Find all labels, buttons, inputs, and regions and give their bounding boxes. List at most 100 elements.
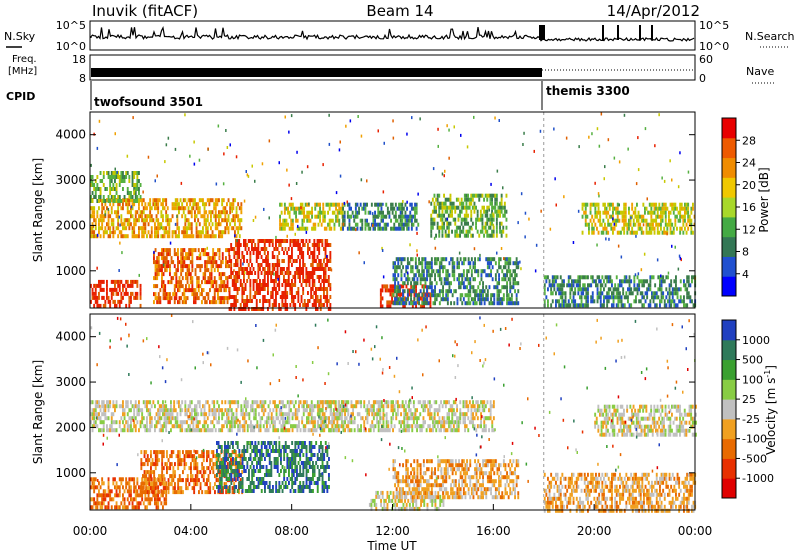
scatter-cell <box>96 267 98 270</box>
data-cell <box>653 299 655 303</box>
data-cell <box>680 279 682 283</box>
data-cell <box>328 279 330 283</box>
data-cell <box>201 292 203 296</box>
scatter-cell <box>132 116 134 119</box>
data-cell <box>178 202 180 206</box>
data-cell <box>132 284 134 288</box>
data-cell <box>144 202 146 206</box>
nsky-tick-bottom: 10^0 <box>56 40 86 53</box>
scatter-cell <box>416 249 418 252</box>
data-cell <box>163 454 165 458</box>
data-cell <box>631 227 633 231</box>
data-cell <box>284 211 286 215</box>
data-cell <box>658 231 660 235</box>
data-cell <box>167 206 169 210</box>
data-cell <box>319 219 321 223</box>
data-cell <box>168 230 170 234</box>
data-cell <box>241 295 243 299</box>
data-cell <box>220 214 222 218</box>
scatter-cell <box>566 137 568 140</box>
data-cell <box>425 293 427 297</box>
data-cell <box>239 234 241 238</box>
data-cell <box>350 207 352 211</box>
data-cell <box>223 272 225 276</box>
data-cell <box>468 269 470 273</box>
data-cell <box>196 462 198 466</box>
data-cell <box>396 293 398 297</box>
data-cell <box>467 194 469 198</box>
scatter-cell <box>637 136 639 139</box>
data-cell <box>458 265 460 269</box>
data-cell <box>249 255 251 259</box>
data-cell <box>251 243 253 247</box>
data-cell <box>297 239 299 243</box>
data-cell <box>677 295 679 299</box>
data-cell <box>496 218 498 222</box>
data-cell <box>103 501 105 505</box>
data-cell <box>617 215 619 219</box>
data-cell <box>204 214 206 218</box>
data-cell <box>245 283 247 287</box>
data-cell <box>442 289 444 293</box>
data-cell <box>587 303 589 307</box>
data-cell <box>163 272 165 276</box>
nsky-tick-top: 10^5 <box>56 19 86 32</box>
data-cell <box>405 301 407 305</box>
data-cell <box>441 281 443 285</box>
data-cell <box>212 466 214 470</box>
data-cell <box>144 222 146 226</box>
data-cell <box>214 268 216 272</box>
data-cell <box>127 505 129 509</box>
data-cell <box>205 210 207 214</box>
data-cell <box>681 203 683 207</box>
data-cell <box>438 234 440 238</box>
data-cell <box>617 287 619 291</box>
data-cell <box>179 454 181 458</box>
data-cell <box>216 226 218 230</box>
data-cell <box>456 230 458 234</box>
data-cell <box>691 299 693 303</box>
data-cell <box>508 265 510 269</box>
data-cell <box>232 457 234 461</box>
cpid-label: CPID <box>6 90 35 103</box>
data-cell <box>127 206 129 210</box>
data-cell <box>145 474 147 478</box>
data-cell <box>261 255 263 259</box>
data-cell <box>242 485 244 489</box>
scatter-cell <box>176 215 178 218</box>
data-cell <box>397 273 399 277</box>
data-cell <box>218 441 220 445</box>
scatter-cell <box>438 145 440 148</box>
data-cell <box>579 283 581 287</box>
data-cell <box>283 251 285 255</box>
data-cell <box>125 304 127 308</box>
data-cell <box>191 226 193 230</box>
data-cell <box>623 231 625 235</box>
data-cell <box>184 198 186 202</box>
data-cell <box>150 454 152 458</box>
data-cell <box>285 287 287 291</box>
data-cell <box>227 300 229 304</box>
data-cell <box>136 284 138 288</box>
data-cell <box>235 283 237 287</box>
data-cell <box>120 199 122 203</box>
data-cell <box>144 230 146 234</box>
data-cell <box>563 283 565 287</box>
data-cell <box>151 214 153 218</box>
scatter-cell <box>199 159 201 162</box>
data-cell <box>453 265 455 269</box>
data-cell <box>611 279 613 283</box>
data-cell <box>246 445 248 449</box>
scatter-cell <box>437 202 439 205</box>
data-cell <box>193 486 195 490</box>
data-cell <box>112 234 114 238</box>
scatter-cell <box>345 125 347 128</box>
data-cell <box>285 299 287 303</box>
data-cell <box>164 206 166 210</box>
scatter-cell <box>675 246 677 249</box>
data-cell <box>219 248 221 252</box>
data-cell <box>307 251 309 255</box>
data-cell <box>294 279 296 283</box>
data-cell <box>571 287 573 291</box>
data-cell <box>246 303 248 307</box>
